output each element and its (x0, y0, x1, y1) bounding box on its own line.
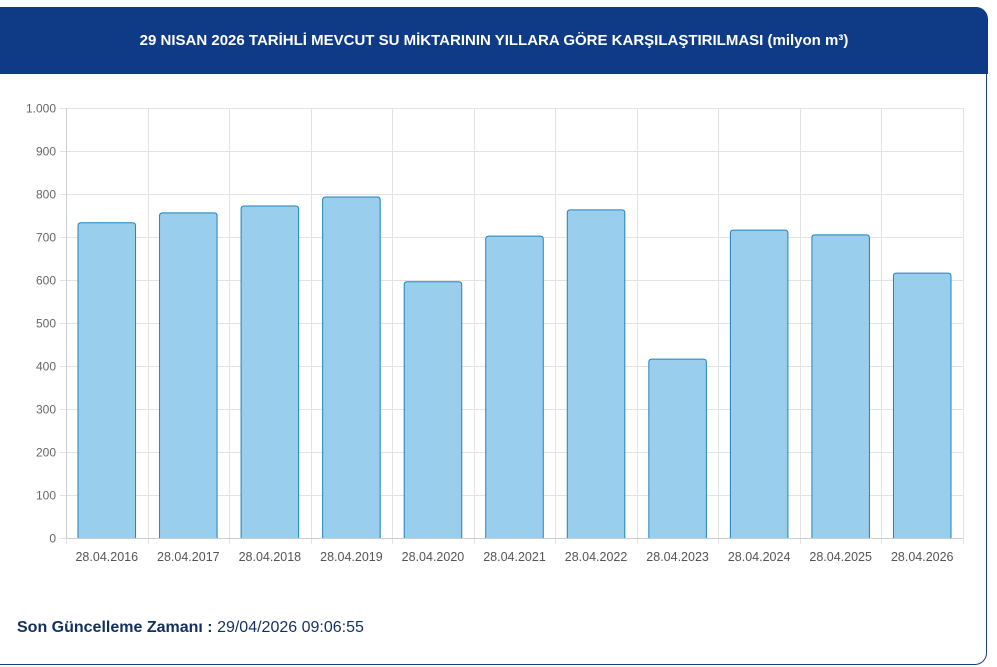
x-tick-label: 28.04.2019 (320, 550, 383, 564)
chart-title: 29 NISAN 2026 TARİHLİ MEVCUT SU MİKTARIN… (0, 7, 988, 74)
y-tick-label: 100 (36, 489, 56, 503)
y-tick-label: 800 (36, 188, 56, 202)
x-tick-label: 28.04.2020 (402, 550, 465, 564)
y-tick-label: 500 (36, 317, 56, 331)
x-tick-label: 28.04.2023 (646, 550, 709, 564)
x-tick-label: 28.04.2017 (157, 550, 220, 564)
y-tick-label: 700 (36, 231, 56, 245)
bar-28.04.2023 (648, 358, 707, 538)
bar-28.04.2024 (729, 229, 789, 538)
y-tick-label: 0 (49, 532, 56, 546)
last-update-value: 29/04/2026 09:06:55 (217, 619, 364, 636)
y-tick-label: 200 (36, 446, 56, 460)
x-tick-label: 28.04.2022 (565, 550, 628, 564)
y-tick-label: 300 (36, 403, 56, 417)
bar-28.04.2022 (566, 209, 626, 538)
bar-28.04.2018 (240, 205, 300, 538)
x-tick-label: 28.04.2021 (483, 550, 546, 564)
bar-28.04.2026 (892, 272, 952, 538)
x-tick-label: 28.04.2026 (891, 550, 954, 564)
bar-28.04.2019 (322, 196, 381, 538)
bar-28.04.2020 (403, 281, 463, 538)
y-tick-label: 600 (36, 274, 56, 288)
y-tick-label: 900 (36, 145, 56, 159)
last-update-label: Son Güncelleme Zamanı : (17, 619, 213, 636)
bar-28.04.2016 (77, 222, 137, 538)
y-tick-label: 1.000 (26, 102, 56, 116)
last-update: Son Güncelleme Zamanı : 29/04/2026 09:06… (17, 619, 364, 637)
x-tick-label: 28.04.2016 (75, 550, 138, 564)
x-tick-label: 28.04.2025 (809, 550, 872, 564)
x-tick-label: 28.04.2024 (728, 550, 791, 564)
bar-28.04.2025 (811, 234, 870, 538)
bar-28.04.2017 (159, 212, 218, 538)
y-tick-label: 400 (36, 360, 56, 374)
bar-28.04.2021 (485, 235, 544, 538)
x-tick-label: 28.04.2018 (239, 550, 302, 564)
